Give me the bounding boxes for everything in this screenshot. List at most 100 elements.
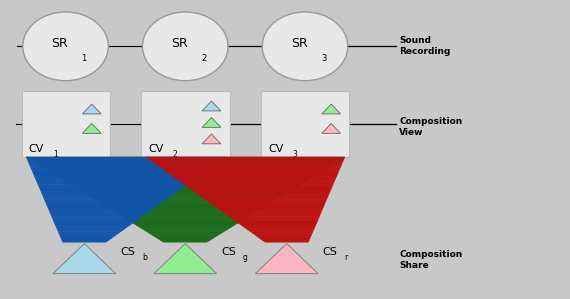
Polygon shape bbox=[185, 185, 333, 187]
Polygon shape bbox=[37, 182, 189, 185]
Text: b: b bbox=[142, 253, 147, 262]
Polygon shape bbox=[71, 185, 300, 187]
FancyBboxPatch shape bbox=[22, 91, 110, 157]
Polygon shape bbox=[229, 216, 319, 219]
Polygon shape bbox=[28, 161, 219, 163]
Polygon shape bbox=[146, 231, 224, 234]
Polygon shape bbox=[74, 187, 296, 189]
Ellipse shape bbox=[23, 12, 108, 81]
Polygon shape bbox=[36, 163, 335, 166]
Text: CS: CS bbox=[323, 247, 337, 257]
Text: r: r bbox=[344, 253, 348, 262]
Polygon shape bbox=[67, 182, 303, 185]
Text: 3: 3 bbox=[321, 54, 326, 63]
Polygon shape bbox=[43, 195, 172, 197]
Polygon shape bbox=[91, 197, 279, 200]
Polygon shape bbox=[255, 244, 318, 274]
Polygon shape bbox=[247, 229, 314, 231]
Polygon shape bbox=[59, 234, 118, 236]
Text: SR: SR bbox=[51, 37, 68, 50]
Polygon shape bbox=[129, 221, 242, 223]
Polygon shape bbox=[244, 227, 315, 229]
Ellipse shape bbox=[262, 12, 348, 81]
Polygon shape bbox=[47, 170, 324, 172]
Polygon shape bbox=[40, 189, 181, 191]
Polygon shape bbox=[321, 104, 340, 114]
Polygon shape bbox=[99, 202, 272, 204]
Text: CV: CV bbox=[28, 144, 44, 155]
Polygon shape bbox=[197, 193, 329, 195]
Polygon shape bbox=[105, 206, 266, 208]
Polygon shape bbox=[194, 191, 330, 193]
Polygon shape bbox=[233, 219, 319, 221]
Polygon shape bbox=[52, 219, 139, 221]
Polygon shape bbox=[54, 174, 317, 176]
Polygon shape bbox=[83, 123, 101, 133]
Polygon shape bbox=[35, 178, 196, 180]
Polygon shape bbox=[238, 223, 316, 225]
Polygon shape bbox=[150, 234, 221, 236]
Text: CS: CS bbox=[221, 247, 236, 257]
Polygon shape bbox=[43, 168, 328, 170]
Polygon shape bbox=[81, 191, 290, 193]
Polygon shape bbox=[241, 225, 316, 227]
Polygon shape bbox=[223, 212, 321, 214]
Polygon shape bbox=[62, 240, 109, 242]
Polygon shape bbox=[226, 214, 320, 216]
Polygon shape bbox=[164, 170, 339, 172]
Text: SR: SR bbox=[291, 37, 308, 50]
Polygon shape bbox=[50, 212, 148, 214]
Polygon shape bbox=[34, 176, 198, 178]
Polygon shape bbox=[54, 221, 136, 223]
Polygon shape bbox=[53, 244, 116, 274]
Polygon shape bbox=[143, 229, 227, 231]
Polygon shape bbox=[58, 231, 121, 234]
Polygon shape bbox=[160, 240, 210, 242]
Polygon shape bbox=[51, 214, 145, 216]
Text: CV: CV bbox=[148, 144, 164, 155]
Polygon shape bbox=[60, 178, 310, 180]
Polygon shape bbox=[61, 238, 112, 240]
Polygon shape bbox=[27, 159, 222, 161]
Polygon shape bbox=[157, 238, 214, 240]
Polygon shape bbox=[202, 197, 328, 200]
Polygon shape bbox=[202, 118, 221, 127]
Polygon shape bbox=[44, 200, 165, 202]
Polygon shape bbox=[95, 200, 276, 202]
Polygon shape bbox=[38, 185, 186, 187]
Polygon shape bbox=[49, 210, 150, 212]
Polygon shape bbox=[29, 163, 216, 166]
Text: Composition
View: Composition View bbox=[399, 117, 462, 137]
Polygon shape bbox=[109, 208, 262, 210]
Polygon shape bbox=[190, 189, 331, 191]
FancyBboxPatch shape bbox=[261, 91, 349, 157]
Text: 1: 1 bbox=[53, 150, 58, 159]
Polygon shape bbox=[30, 166, 213, 168]
Text: CV: CV bbox=[268, 144, 283, 155]
Polygon shape bbox=[167, 172, 339, 174]
Polygon shape bbox=[48, 208, 154, 210]
Polygon shape bbox=[140, 227, 231, 229]
Polygon shape bbox=[161, 168, 340, 170]
Polygon shape bbox=[136, 225, 234, 227]
Polygon shape bbox=[78, 189, 293, 191]
Polygon shape bbox=[133, 223, 238, 225]
Polygon shape bbox=[42, 193, 174, 195]
Polygon shape bbox=[112, 210, 259, 212]
Polygon shape bbox=[36, 180, 193, 182]
Polygon shape bbox=[321, 123, 340, 133]
Polygon shape bbox=[217, 208, 323, 210]
Polygon shape bbox=[170, 174, 337, 176]
Polygon shape bbox=[39, 187, 184, 189]
FancyBboxPatch shape bbox=[141, 91, 230, 157]
Polygon shape bbox=[43, 197, 169, 200]
Polygon shape bbox=[56, 227, 127, 229]
Polygon shape bbox=[256, 236, 311, 238]
Polygon shape bbox=[32, 172, 204, 174]
Polygon shape bbox=[250, 231, 313, 234]
Polygon shape bbox=[60, 236, 115, 238]
Polygon shape bbox=[176, 178, 336, 180]
Polygon shape bbox=[84, 193, 286, 195]
Polygon shape bbox=[47, 206, 157, 208]
Polygon shape bbox=[102, 204, 269, 206]
